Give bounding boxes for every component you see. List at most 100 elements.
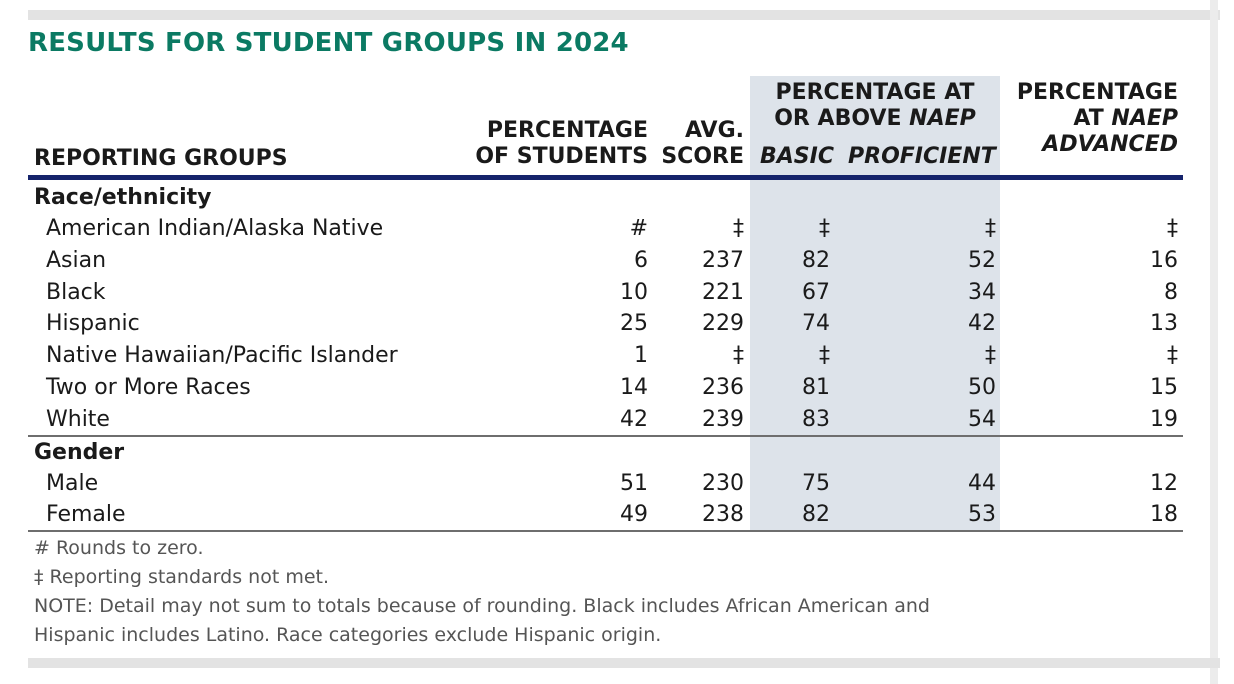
cell-advanced: 13 (1150, 311, 1178, 336)
footnote-standards-not-met: ‡ Reporting standards not met. (34, 566, 330, 588)
section-divider (28, 435, 1183, 437)
header-pct-line2: OF STUDENTS (475, 144, 648, 169)
footnote-rounds-to-zero: # Rounds to zero. (34, 537, 204, 559)
cell-pct: 51 (620, 471, 648, 496)
cell-advanced: 12 (1150, 471, 1178, 496)
cell-advanced: 18 (1150, 502, 1178, 527)
cell-advanced: 16 (1150, 248, 1178, 273)
cell-avg: 238 (702, 502, 744, 527)
row-label: American Indian/Alaska Native (46, 216, 384, 241)
cell-avg: ‡ (733, 343, 744, 368)
header-avg-line2: SCORE (661, 144, 744, 169)
cell-avg: ‡ (733, 216, 744, 241)
header-at-above-prefix: OR ABOVE (774, 106, 910, 131)
row-label: White (46, 407, 110, 432)
table-row: Black 10 221 67 34 8 (0, 277, 1234, 308)
note-line-1: NOTE: Detail may not sum to totals becau… (34, 595, 930, 617)
header-at-above-naep: NAEP (909, 106, 976, 131)
cell-pct: # (629, 216, 648, 241)
table-row: American Indian/Alaska Native # ‡ ‡ ‡ ‡ (0, 213, 1234, 244)
header-basic: BASIC (760, 144, 834, 170)
cell-advanced: 19 (1150, 407, 1178, 432)
header-adv-line1: PERCENTAGE (1016, 80, 1178, 105)
header-basic-text: BASIC (760, 144, 834, 169)
cell-advanced: 8 (1164, 280, 1178, 305)
header-adv-line2: AT NAEP (1017, 106, 1178, 132)
cell-pct: 10 (620, 280, 648, 305)
header-percentage-of-students: PERCENTAGE OF STUDENTS (475, 118, 648, 170)
cell-basic: 82 (802, 248, 830, 273)
header-at-or-above-naep: PERCENTAGE AT OR ABOVE NAEP (750, 80, 1000, 132)
cell-advanced: ‡ (1167, 343, 1178, 368)
cell-proficient: 52 (968, 248, 996, 273)
cell-avg: 239 (702, 407, 744, 432)
table-row: Hispanic 25 229 74 42 13 (0, 308, 1234, 339)
cell-pct: 14 (620, 375, 648, 400)
table-row: White 42 239 83 54 19 (0, 404, 1234, 435)
note-line-2: Hispanic includes Latino. Race categorie… (34, 624, 662, 646)
bottom-border (28, 658, 1220, 668)
cell-basic: 82 (802, 502, 830, 527)
cell-basic: 83 (802, 407, 830, 432)
cell-proficient: ‡ (985, 216, 996, 241)
cell-basic: 81 (802, 375, 830, 400)
cell-basic: ‡ (819, 343, 830, 368)
row-label: Black (46, 280, 106, 305)
cell-basic: 67 (802, 280, 830, 305)
row-label: Male (46, 471, 99, 496)
header-at-above-line1: PERCENTAGE AT (775, 80, 975, 105)
header-avg-score: AVG. SCORE (661, 118, 744, 170)
cell-avg: 230 (702, 471, 744, 496)
header-at-above-line2: OR ABOVE NAEP (750, 106, 1000, 132)
table-row: Female 49 238 82 53 18 (0, 499, 1234, 530)
cell-avg: 221 (702, 280, 744, 305)
header-advanced-text: ADVANCED (1042, 132, 1178, 157)
top-border (28, 10, 1220, 20)
table-row: Male 51 230 75 44 12 (0, 468, 1234, 499)
header-rule (28, 175, 1183, 180)
header-adv-naep: NAEP (1111, 106, 1178, 131)
header-pct-line1: PERCENTAGE (486, 118, 648, 143)
row-label: Native Hawaiian/Pacific Islander (46, 343, 398, 368)
section-gender: Gender (34, 440, 125, 465)
header-proficient-text: PROFICIENT (848, 144, 996, 169)
table-row: Asian 6 237 82 52 16 (0, 245, 1234, 276)
table-row: Native Hawaiian/Pacific Islander 1 ‡ ‡ ‡… (0, 340, 1234, 371)
header-adv-prefix: AT (1073, 106, 1112, 131)
header-advanced: ADVANCED (1017, 132, 1178, 158)
row-label: Two or More Races (46, 375, 251, 400)
cell-basic: 74 (802, 311, 830, 336)
page-title: RESULTS FOR STUDENT GROUPS IN 2024 (28, 28, 629, 58)
cell-basic: 75 (802, 471, 830, 496)
cell-avg: 229 (702, 311, 744, 336)
header-proficient: PROFICIENT (848, 144, 996, 170)
cell-pct: 25 (620, 311, 648, 336)
table-row: Two or More Races 14 236 81 50 15 (0, 372, 1234, 403)
cell-proficient: 34 (968, 280, 996, 305)
row-label: Hispanic (46, 311, 140, 336)
cell-pct: 42 (620, 407, 648, 432)
cell-basic: ‡ (819, 216, 830, 241)
naep-basic-proficient-shading (750, 76, 1000, 531)
cell-pct: 49 (620, 502, 648, 527)
cell-proficient: 44 (968, 471, 996, 496)
header-at-naep-advanced: PERCENTAGE AT NAEP ADVANCED (1017, 80, 1178, 158)
right-border (1210, 0, 1218, 684)
cell-avg: 236 (702, 375, 744, 400)
header-avg-line1: AVG. (685, 118, 744, 143)
cell-pct: 6 (634, 248, 648, 273)
section-race-ethnicity: Race/ethnicity (34, 185, 212, 210)
cell-proficient: 53 (968, 502, 996, 527)
row-label: Asian (46, 248, 107, 273)
cell-avg: 237 (702, 248, 744, 273)
cell-proficient: 42 (968, 311, 996, 336)
cell-pct: 1 (634, 343, 648, 368)
cell-proficient: 54 (968, 407, 996, 432)
row-label: Female (46, 502, 126, 527)
table-bottom-rule (28, 530, 1183, 532)
cell-advanced: ‡ (1167, 216, 1178, 241)
cell-advanced: 15 (1150, 375, 1178, 400)
header-reporting-groups: REPORTING GROUPS (34, 146, 288, 171)
cell-proficient: 50 (968, 375, 996, 400)
cell-proficient: ‡ (985, 343, 996, 368)
